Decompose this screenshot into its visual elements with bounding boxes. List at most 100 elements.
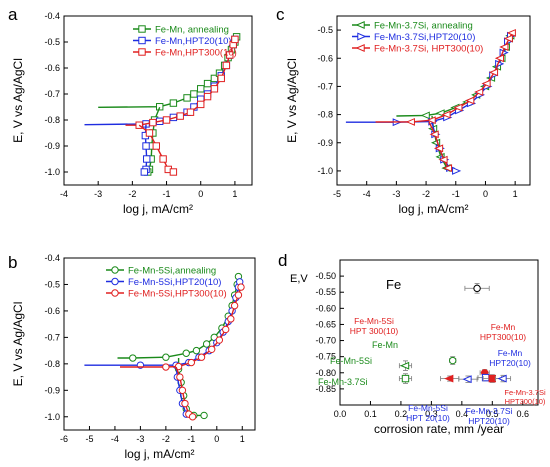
legend-label: Fe-Mn,HPT300(10) [155,48,237,59]
x-tick-label: -4 [111,434,119,444]
x-tick-label: -1 [452,189,460,199]
legend-marker [111,277,119,286]
panel-b: b -6 -5 -4 -3 -2 -1 0 1 -0.4 -0.5 -0.6 -0.7 -0.8 -0.9 -… [8,253,256,461]
legend-label: Fe-Mn-3.7Si, HPT300(10) [374,44,483,55]
data-point [405,117,415,126]
x-tick-label: -3 [136,434,144,444]
data-point [473,284,481,293]
data-point [162,363,170,371]
x-tick-label: 0.2 [395,409,408,419]
plot-frame [63,15,253,186]
y-tick-label: -0.85 [315,384,336,394]
data-point [441,110,451,119]
x-tick-label: 0.1 [364,409,377,419]
data-point [230,301,239,310]
data-point [156,103,164,111]
x-tick-label: -3 [94,189,102,199]
y-tick-label: -0.80 [315,368,336,378]
annotation: Fe-Mn-3.7Si [504,388,546,397]
data-point [208,345,216,353]
legend-label: Fe-Mn-3.7Si, annealing [374,21,473,32]
data-point [401,374,410,383]
y-tick-label: -0.8 [44,115,60,125]
x-tick-label: 0.0 [334,409,347,419]
y-axis-label: E,V [290,273,308,285]
data-point [442,164,453,173]
annotation: HPT 20(10) [406,413,450,423]
y-tick-label: -0.8 [317,110,333,120]
data-point [222,325,230,334]
data-point [183,94,191,102]
data-point [187,358,196,367]
data-point [433,144,444,153]
annotation: Fe-Mn [372,340,398,350]
annotation: Fe-Mn [498,348,523,358]
x-tick-label: 1 [232,189,237,199]
y-tick-label: -0.4 [44,253,60,263]
data-point [169,168,178,176]
x-tick-label: -6 [60,434,68,444]
x-tick-label: -2 [422,189,430,199]
y-axis-label: E, V vs Ag/AgCl [11,302,25,387]
series-3 [125,35,239,176]
y-tick-label: -0.5 [317,25,333,35]
y-tick-label: -0.8 [44,359,60,369]
data-point [488,374,497,383]
x-tick-label: -1 [187,434,195,444]
annotation: HPT300(10) [480,332,526,342]
legend-marker [357,32,367,41]
data-point [499,43,509,51]
series-3 [375,28,516,173]
data-point [488,68,499,77]
data-point [452,166,462,175]
data-point [188,413,197,421]
legend-marker [111,266,119,274]
data-point [237,283,245,291]
panel-a: a -4 -3 -2 -1 0 1 -0.4 -0.5 -0.6 -0.7 -0.8 -0.9 -1.0 l… [8,5,253,216]
y-tick-label: -1.0 [44,412,60,422]
y-tick-label: -1.0 [44,167,60,177]
y-tick-label: -0.60 [315,303,336,313]
data-point [145,129,154,137]
data-point [234,291,243,299]
y-tick-label: -0.9 [317,138,333,148]
data-point [159,155,167,163]
plot-frame [63,257,256,431]
data-point [420,111,430,120]
annotation: Fe-Mn-3.7Si [318,377,368,387]
data-point [210,85,219,93]
data-point [203,92,212,101]
data-point [503,34,513,43]
data-point [497,374,507,383]
x-tick-label: 0.5 [486,409,499,419]
x-tick-label: 1 [240,434,245,444]
data-point [231,35,239,44]
data-point [474,88,484,97]
panel-letter: a [8,5,18,24]
legend-marker [111,289,119,297]
data-point [169,99,178,107]
y-tick-label: -0.5 [44,37,60,47]
data-point [222,61,231,70]
data-point [506,28,516,37]
data-point [140,168,149,176]
annotation: HPT20(10) [489,358,531,368]
plot-frame [336,15,531,186]
data-point [217,74,225,83]
x-tick-label: 0 [198,189,203,199]
annotation: Fe-Mn-3.7Si [466,406,513,416]
y-tick-label: -1.0 [317,166,333,176]
y-tick-label: -0.7 [44,332,60,342]
annotation: HPT300(10) [505,397,546,406]
data-point [444,374,454,383]
x-tick-label: -5 [85,434,93,444]
annotation: HPT 300(10) [350,326,399,336]
legend-label: Fe-Mn-5Si,HPT300(10) [128,289,227,300]
x-axis-label: log j, mA/cm² [398,202,468,216]
data-point [449,356,457,365]
panel-letter: b [8,253,17,272]
panel-d: d 0.0 0.1 0.2 0.3 0.4 0.5 0.6 -0.50 -0.55 -0.60 -0.… [278,251,546,436]
data-point [200,411,208,420]
legend-marker [355,44,365,52]
data-point [176,373,184,381]
